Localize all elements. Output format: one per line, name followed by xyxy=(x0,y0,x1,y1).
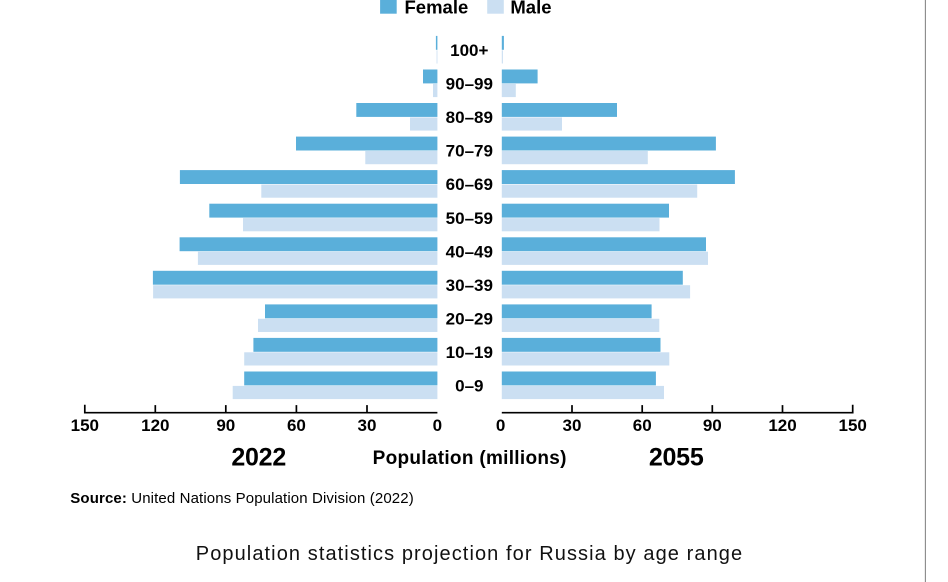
svg-text:Male: Male xyxy=(510,0,551,18)
svg-text:120: 120 xyxy=(141,416,169,435)
svg-text:0: 0 xyxy=(433,416,442,435)
svg-text:80–89: 80–89 xyxy=(446,108,493,127)
svg-text:30–39: 30–39 xyxy=(446,276,493,295)
svg-text:30: 30 xyxy=(358,416,377,435)
svg-text:60: 60 xyxy=(287,416,306,435)
svg-text:0: 0 xyxy=(496,416,505,435)
svg-text:150: 150 xyxy=(839,416,867,435)
svg-text:0–9: 0–9 xyxy=(455,377,483,396)
svg-text:2055: 2055 xyxy=(649,444,704,472)
svg-text:10–19: 10–19 xyxy=(446,343,493,362)
svg-text:60–69: 60–69 xyxy=(446,175,493,194)
svg-text:30: 30 xyxy=(563,416,582,435)
svg-text:20–29: 20–29 xyxy=(446,310,493,329)
svg-text:Population (millions): Population (millions) xyxy=(373,448,567,469)
svg-text:70–79: 70–79 xyxy=(446,142,493,161)
svg-text:40–49: 40–49 xyxy=(446,242,493,261)
svg-text:90: 90 xyxy=(216,416,235,435)
svg-text:100+: 100+ xyxy=(450,41,488,60)
svg-text:2022: 2022 xyxy=(231,444,286,472)
svg-text:120: 120 xyxy=(768,416,796,435)
svg-text:Population statistics projecti: Population statistics projection for Rus… xyxy=(196,543,743,565)
svg-text:Female: Female xyxy=(405,0,469,18)
svg-text:90: 90 xyxy=(703,416,722,435)
svg-text:Source: United Nations Populat: Source: United Nations Population Divisi… xyxy=(70,490,414,507)
svg-text:150: 150 xyxy=(71,416,99,435)
svg-text:90–99: 90–99 xyxy=(446,75,493,94)
svg-text:50–59: 50–59 xyxy=(446,209,493,228)
svg-text:60: 60 xyxy=(633,416,652,435)
